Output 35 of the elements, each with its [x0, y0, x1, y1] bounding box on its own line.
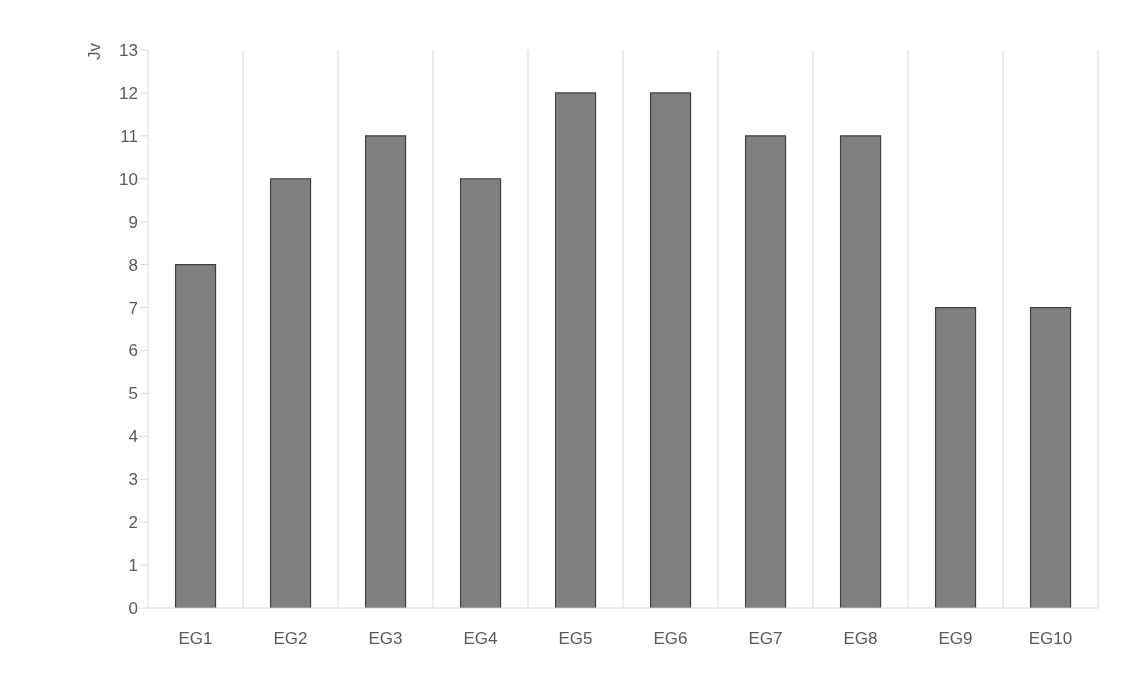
bar	[269, 178, 312, 608]
y-tick-label: 1	[128, 556, 138, 576]
bar	[459, 178, 502, 608]
bar	[1029, 306, 1072, 608]
bar	[744, 135, 787, 608]
y-tick-label: 9	[128, 212, 138, 232]
bar	[554, 92, 597, 608]
y-tick-label: 12	[119, 83, 138, 103]
x-tick-label: EG6	[653, 629, 688, 649]
bar	[839, 135, 882, 608]
bar	[934, 306, 977, 608]
x-tick-label: EG1	[178, 629, 213, 649]
y-tick-label: 0	[128, 599, 138, 619]
bar	[649, 92, 692, 608]
bar	[174, 264, 217, 608]
y-tick-label: 6	[128, 341, 138, 361]
y-tick-label: 13	[119, 41, 138, 61]
y-tick-label: 3	[128, 470, 138, 490]
x-tick-label: EG4	[463, 629, 498, 649]
y-tick-label: 10	[119, 169, 138, 189]
x-tick-label: EG3	[368, 629, 403, 649]
bar	[364, 135, 407, 608]
x-tick-label: EG2	[273, 629, 308, 649]
x-tick-label: EG7	[748, 629, 783, 649]
y-tick-label: 4	[128, 427, 138, 447]
y-tick-label: 11	[120, 126, 138, 146]
x-tick-label: EG9	[938, 629, 973, 649]
y-tick-label: 8	[128, 255, 138, 275]
x-tick-label: EG10	[1028, 629, 1073, 649]
y-tick-label: 2	[128, 513, 138, 533]
y-axis-title: Jv	[85, 42, 105, 60]
y-tick-label: 5	[128, 384, 138, 404]
y-tick-label: 7	[128, 298, 138, 318]
x-tick-label: EG5	[558, 629, 593, 649]
x-tick-label: EG8	[843, 629, 878, 649]
